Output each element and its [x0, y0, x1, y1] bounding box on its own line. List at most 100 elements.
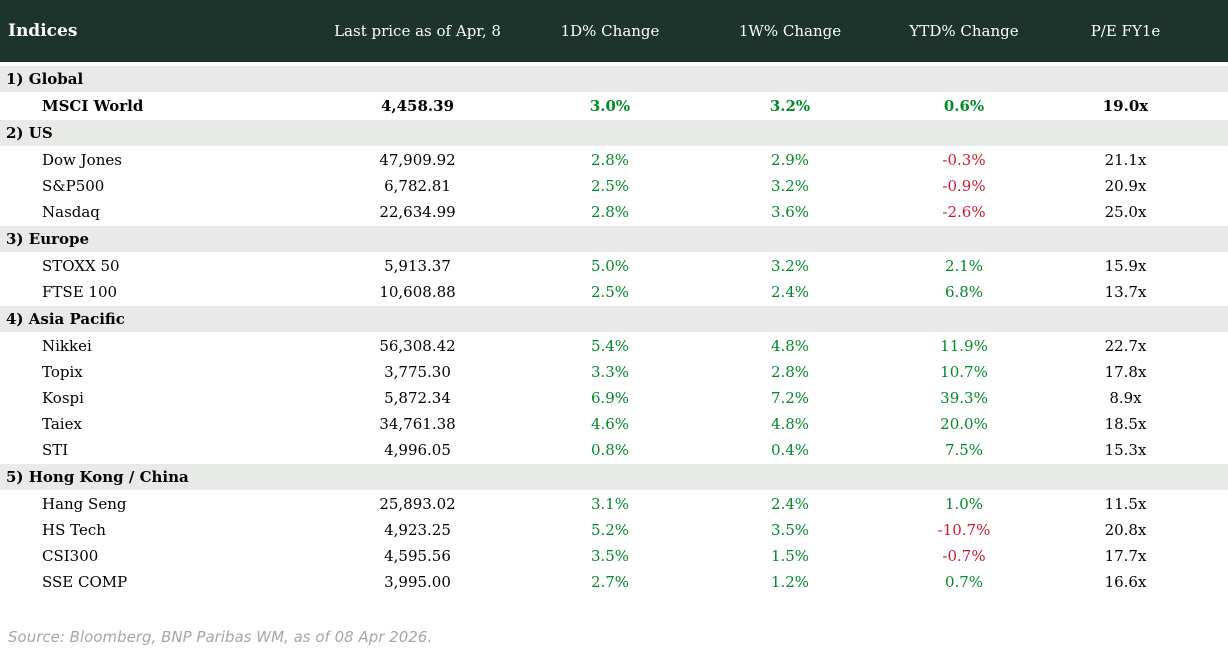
index-name: Taiex	[42, 415, 82, 433]
pe-fy1e: 19.0x	[1102, 97, 1149, 115]
change-ytd: 11.9%	[940, 337, 988, 355]
change-1d: 3.0%	[589, 97, 631, 115]
change-ytd: 39.3%	[940, 389, 988, 407]
last-price: 4,595.56	[384, 547, 451, 565]
index-name: Hang Seng	[42, 495, 127, 513]
index-name: CSI300	[42, 547, 99, 565]
section-header-row: 3) Europe	[0, 226, 1228, 252]
index-name: Kospi	[42, 389, 84, 407]
index-name: S&P500	[42, 177, 105, 195]
change-ytd: -10.7%	[937, 521, 991, 539]
change-1w: 1.2%	[770, 573, 810, 591]
pe-fy1e: 22.7x	[1104, 337, 1147, 355]
section-label: 4) Asia Pacific	[6, 310, 125, 328]
change-1w: 3.2%	[770, 177, 810, 195]
col-header-indices: Indices	[8, 21, 78, 41]
col-header-ytd-change: YTD% Change	[909, 22, 1019, 40]
change-ytd: 6.8%	[944, 283, 984, 301]
section-label: 1) Global	[6, 70, 84, 88]
pe-fy1e: 16.6x	[1104, 573, 1147, 591]
last-price: 5,872.34	[384, 389, 451, 407]
table-row: STI 4,996.05 0.8% 0.4% 7.5% 15.3x	[0, 437, 1228, 463]
table-row: CSI300 4,595.56 3.5% 1.5% -0.7% 17.7x	[0, 543, 1228, 569]
last-price: 47,909.92	[379, 151, 456, 169]
change-1w: 7.2%	[770, 389, 810, 407]
index-name: SSE COMP	[42, 573, 128, 591]
table-row: Kospi 5,872.34 6.9% 7.2% 39.3% 8.9x	[0, 385, 1228, 411]
change-1d: 2.5%	[590, 283, 630, 301]
pe-fy1e: 17.8x	[1104, 363, 1147, 381]
change-1d: 5.0%	[590, 257, 630, 275]
change-ytd: 0.7%	[944, 573, 984, 591]
table-row: Topix 3,775.30 3.3% 2.8% 10.7% 17.8x	[0, 359, 1228, 385]
source-note: Source: Bloomberg, BNP Paribas WM, as of…	[8, 628, 433, 646]
table-row: S&P500 6,782.81 2.5% 3.2% -0.9% 20.9x	[0, 173, 1228, 199]
table-row: Hang Seng 25,893.02 3.1% 2.4% 1.0% 11.5x	[0, 491, 1228, 517]
change-1w: 4.8%	[770, 337, 810, 355]
pe-fy1e: 15.3x	[1104, 441, 1147, 459]
change-ytd: -0.9%	[942, 177, 986, 195]
change-1w: 2.4%	[770, 495, 810, 513]
change-1w: 3.6%	[770, 203, 810, 221]
table-body: 1) Global MSCI World 4,458.39 3.0% 3.2% 0.6% 1…	[0, 66, 1228, 595]
change-ytd: 20.0%	[940, 415, 988, 433]
table-row: SSE COMP 3,995.00 2.7% 1.2% 0.7% 16.6x	[0, 569, 1228, 595]
table-row: Taiex 34,761.38 4.6% 4.8% 20.0% 18.5x	[0, 411, 1228, 437]
change-ytd: 7.5%	[944, 441, 984, 459]
index-name: Topix	[42, 363, 83, 381]
pe-fy1e: 20.9x	[1104, 177, 1147, 195]
change-1d: 2.8%	[590, 203, 630, 221]
change-ytd: -0.3%	[942, 151, 986, 169]
change-1d: 2.5%	[590, 177, 630, 195]
pe-fy1e: 21.1x	[1104, 151, 1147, 169]
pe-fy1e: 15.9x	[1104, 257, 1147, 275]
col-header-last-price: Last price as of Apr, 8	[334, 22, 501, 40]
index-name: Nasdaq	[42, 203, 100, 221]
change-1w: 2.4%	[770, 283, 810, 301]
pe-fy1e: 18.5x	[1104, 415, 1147, 433]
change-1w: 3.2%	[770, 257, 810, 275]
change-1w: 0.4%	[770, 441, 810, 459]
last-price: 4,458.39	[380, 97, 455, 115]
last-price: 3,995.00	[384, 573, 451, 591]
change-1w: 2.8%	[770, 363, 810, 381]
change-ytd: 10.7%	[940, 363, 988, 381]
section-header-row: 5) Hong Kong / China	[0, 464, 1228, 490]
last-price: 3,775.30	[384, 363, 451, 381]
change-ytd: 1.0%	[944, 495, 984, 513]
index-name: Nikkei	[42, 337, 92, 355]
index-name: STI	[42, 441, 69, 459]
index-name: FTSE 100	[42, 283, 118, 301]
change-1d: 5.2%	[590, 521, 630, 539]
change-1w: 4.8%	[770, 415, 810, 433]
change-1d: 0.8%	[590, 441, 630, 459]
section-label: 5) Hong Kong / China	[6, 468, 189, 486]
change-1d: 5.4%	[590, 337, 630, 355]
index-name: MSCI World	[42, 97, 144, 115]
change-1w: 2.9%	[770, 151, 810, 169]
change-1w: 1.5%	[770, 547, 810, 565]
section-header-row: 1) Global	[0, 66, 1228, 92]
last-price: 22,634.99	[379, 203, 456, 221]
last-price: 5,913.37	[384, 257, 451, 275]
change-1w: 3.5%	[770, 521, 810, 539]
pe-fy1e: 11.5x	[1104, 495, 1147, 513]
change-1d: 6.9%	[590, 389, 630, 407]
table-header-row: Indices Last price as of Apr, 8 1D% Chan…	[0, 0, 1228, 62]
table-row: Nikkei 56,308.42 5.4% 4.8% 11.9% 22.7x	[0, 333, 1228, 359]
index-name: HS Tech	[42, 521, 106, 539]
change-ytd: -0.7%	[942, 547, 986, 565]
change-1d: 3.5%	[590, 547, 630, 565]
table-row: HS Tech 4,923.25 5.2% 3.5% -10.7% 20.8x	[0, 517, 1228, 543]
change-ytd: 0.6%	[943, 97, 985, 115]
col-header-1w-change: 1W% Change	[738, 22, 842, 40]
section-header-row: 4) Asia Pacific	[0, 306, 1228, 332]
col-header-1d-change: 1D% Change	[560, 22, 660, 40]
last-price: 4,996.05	[384, 441, 451, 459]
pe-fy1e: 20.8x	[1104, 521, 1147, 539]
market-indices-panel: Indices Last price as of Apr, 8 1D% Chan…	[0, 0, 1228, 646]
pe-fy1e: 13.7x	[1104, 283, 1147, 301]
pe-fy1e: 17.7x	[1104, 547, 1147, 565]
index-name: Dow Jones	[42, 151, 122, 169]
col-header-pe-fy1e: P/E FY1e	[1090, 22, 1161, 40]
